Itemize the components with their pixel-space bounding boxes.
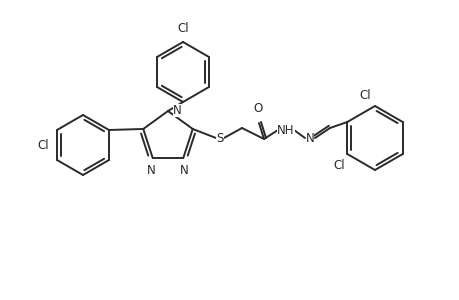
- Text: N: N: [173, 103, 181, 116]
- Text: Cl: Cl: [358, 89, 370, 102]
- Text: O: O: [253, 102, 262, 115]
- Text: Cl: Cl: [37, 139, 49, 152]
- Text: Cl: Cl: [333, 159, 345, 172]
- Text: S: S: [216, 131, 223, 145]
- Text: NH: NH: [277, 124, 294, 136]
- Text: N: N: [147, 164, 156, 177]
- Text: Cl: Cl: [177, 22, 188, 35]
- Text: N: N: [179, 164, 188, 177]
- Text: N: N: [305, 131, 313, 145]
